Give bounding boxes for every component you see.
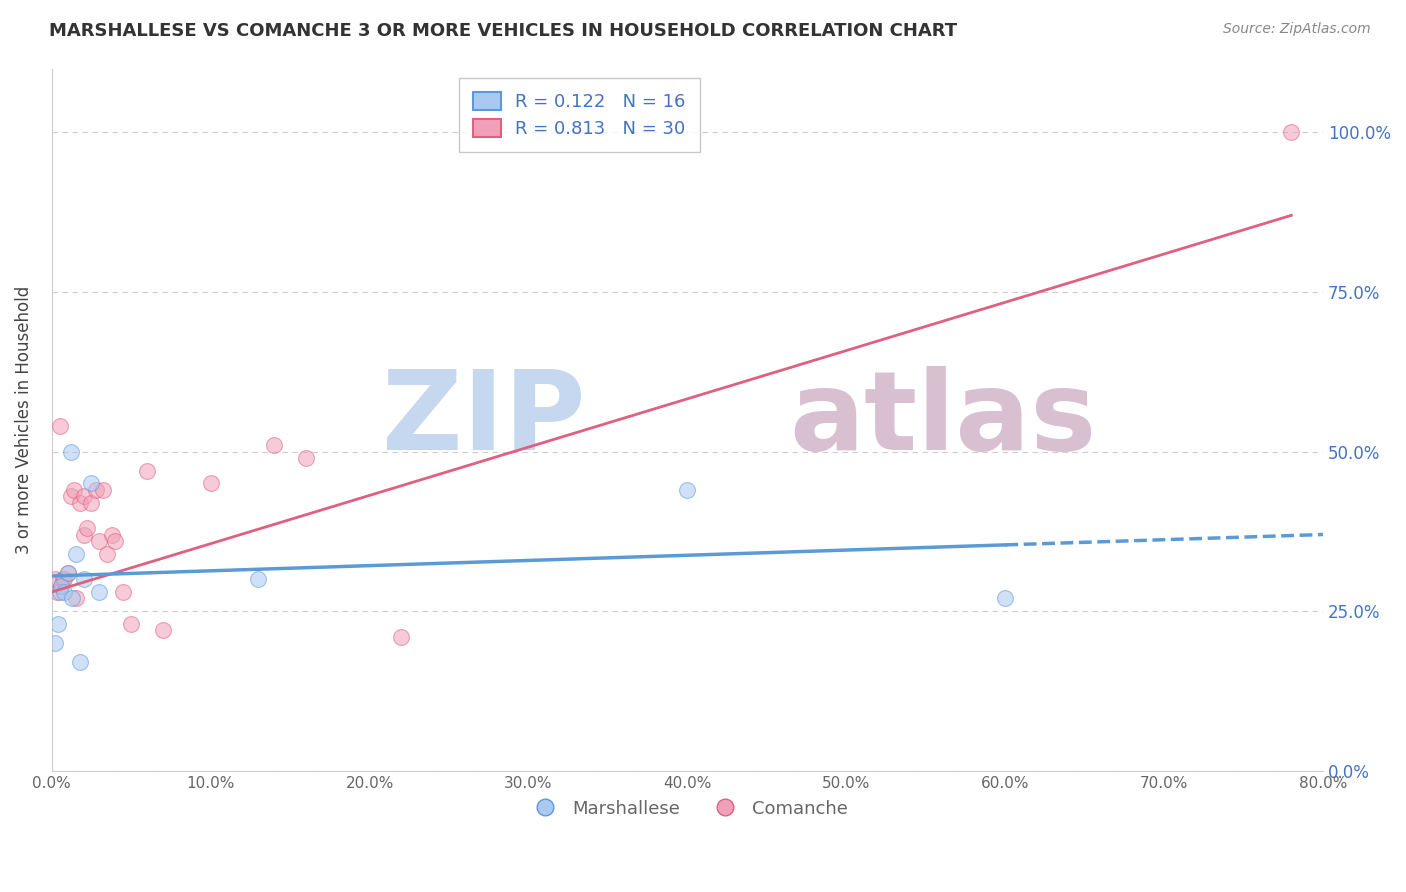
Point: [200, 476, 222, 491]
Point: [104, 533, 127, 548]
Point: [89, 585, 111, 599]
Point: [59, 489, 82, 503]
Point: [152, 624, 174, 638]
Point: [51, 578, 73, 592]
Point: [62, 591, 84, 606]
Point: [80, 476, 103, 491]
Point: [994, 591, 1017, 606]
Point: [51, 578, 73, 592]
Point: [63, 483, 86, 497]
Point: [676, 483, 699, 497]
Point: [72, 527, 94, 541]
Point: [72, 489, 94, 503]
Point: [44, 572, 66, 586]
Point: [120, 616, 142, 631]
Point: [1279, 125, 1302, 139]
Point: [72, 572, 94, 586]
Point: [263, 438, 285, 452]
Point: [136, 464, 159, 478]
Point: [48, 419, 70, 434]
Point: [65, 547, 87, 561]
Point: [89, 533, 111, 548]
Point: [101, 527, 124, 541]
Point: [65, 591, 87, 606]
Point: [53, 585, 76, 599]
Point: [53, 572, 76, 586]
Point: [91, 483, 114, 497]
Point: [247, 572, 270, 586]
Point: [69, 655, 91, 669]
Point: [56, 566, 79, 580]
Legend: Marshallese, Comanche: Marshallese, Comanche: [520, 792, 855, 825]
Point: [59, 444, 82, 458]
Text: MARSHALLESE VS COMANCHE 3 OR MORE VEHICLES IN HOUSEHOLD CORRELATION CHART: MARSHALLESE VS COMANCHE 3 OR MORE VEHICL…: [49, 22, 957, 40]
Point: [295, 450, 318, 465]
Point: [84, 483, 107, 497]
Point: [76, 521, 98, 535]
Point: [46, 616, 69, 631]
Text: Source: ZipAtlas.com: Source: ZipAtlas.com: [1223, 22, 1371, 37]
Text: atlas: atlas: [789, 366, 1097, 473]
Y-axis label: 3 or more Vehicles in Household: 3 or more Vehicles in Household: [15, 285, 32, 554]
Point: [52, 572, 75, 586]
Point: [112, 585, 135, 599]
Point: [45, 585, 67, 599]
Point: [96, 547, 118, 561]
Point: [80, 495, 103, 509]
Point: [389, 630, 412, 644]
Text: ZIP: ZIP: [382, 366, 586, 473]
Point: [48, 585, 70, 599]
Point: [69, 495, 91, 509]
Point: [56, 566, 79, 580]
Point: [44, 636, 66, 650]
